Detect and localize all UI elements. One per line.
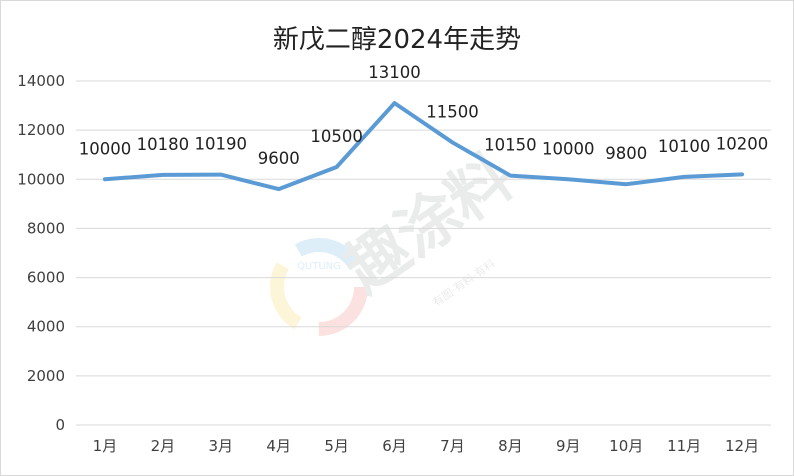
y-tick-label: 10000 (17, 170, 65, 188)
data-label: 10000 (542, 139, 595, 158)
data-label: 10180 (137, 135, 190, 154)
y-tick-label: 6000 (27, 269, 65, 287)
data-label: 10150 (484, 136, 537, 155)
x-tick-label: 9月 (556, 437, 581, 455)
watermark: QUTUNG 趣涂料 有图·有料·有料 (270, 140, 526, 336)
data-label: 10200 (716, 134, 769, 153)
x-tick-label: 4月 (266, 437, 291, 455)
chart-title: 新戊二醇2024年走势 (273, 25, 521, 55)
x-tick-label: 12月 (725, 437, 759, 455)
data-label: 11500 (426, 102, 479, 121)
watermark-logo-ring-red (270, 238, 368, 336)
x-tick-label: 3月 (209, 437, 234, 455)
data-label: 13100 (368, 63, 421, 82)
data-label: 10500 (310, 127, 363, 146)
series-line (102, 101, 745, 192)
data-label: 10000 (79, 139, 132, 158)
x-tick-label: 10月 (609, 437, 643, 455)
data-label: 9800 (605, 144, 647, 163)
grid-lines (76, 80, 771, 426)
x-tick-label: 7月 (440, 437, 465, 455)
y-tick-label: 12000 (17, 121, 65, 139)
x-tick-label: 5月 (324, 437, 349, 455)
data-label: 9600 (258, 149, 300, 168)
y-tick-label: 8000 (27, 219, 65, 237)
x-tick-label: 1月 (93, 437, 118, 455)
y-axis-ticks: 0 2000 4000 6000 8000 10000 12000 14000 (17, 72, 65, 434)
watermark-logo-ring-blue (270, 238, 368, 336)
y-tick-label: 0 (55, 416, 65, 434)
y-tick-label: 14000 (17, 72, 65, 90)
y-tick-label: 2000 (27, 367, 65, 385)
watermark-logo-ring-yellow (270, 238, 368, 336)
x-tick-label: 8月 (498, 437, 523, 455)
watermark-text: 趣涂料 (332, 140, 526, 306)
data-label: 10100 (658, 137, 711, 156)
data-labels: 10000 10180 10190 9600 10500 13100 11500 10150 1… (79, 63, 769, 168)
watermark-subtext: 有图·有料·有料 (430, 256, 498, 309)
x-axis-ticks: 1月 2月 3月 4月 5月 6月 7月 8月 9月 10月 11月 12月 (93, 437, 759, 455)
x-tick-label: 6月 (382, 437, 407, 455)
x-tick-label: 11月 (667, 437, 701, 455)
x-tick-label: 2月 (151, 437, 176, 455)
y-tick-label: 4000 (27, 318, 65, 336)
watermark-logo-text: QUTUNG (297, 261, 341, 272)
data-label: 10190 (195, 135, 248, 154)
